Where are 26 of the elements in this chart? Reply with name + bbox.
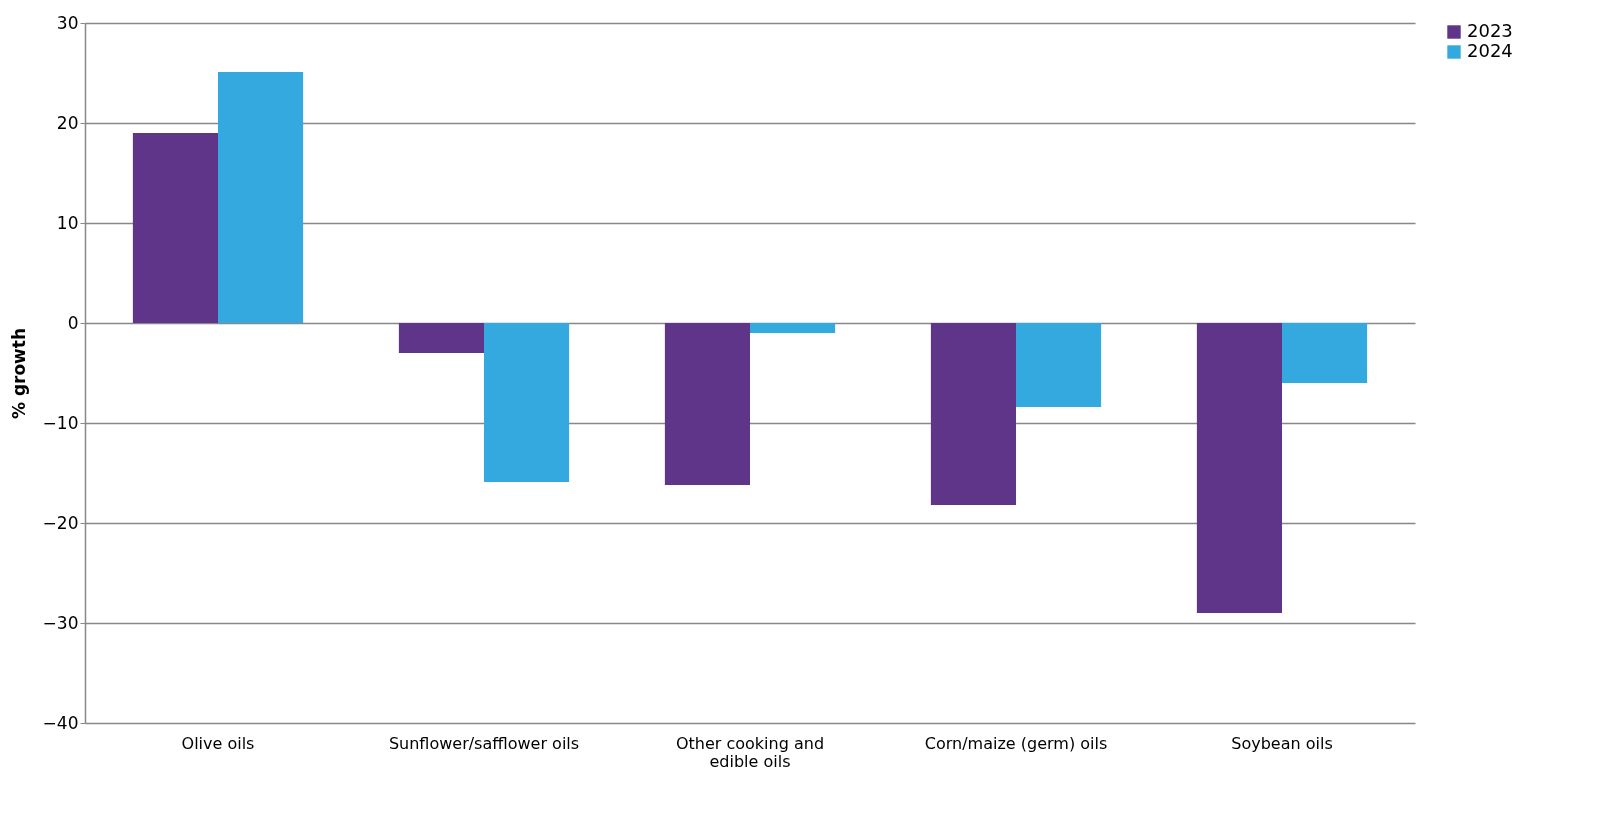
bar: [132, 133, 218, 323]
y-tick-label: 30: [56, 12, 79, 33]
x-tick-label: Olive oils: [181, 733, 255, 753]
legend-label: 2023: [1467, 20, 1513, 41]
bar: [664, 323, 750, 485]
y-tick-label: 20: [56, 112, 79, 133]
bar: [484, 323, 570, 482]
y-axis-title: % growth: [8, 327, 29, 420]
bar: [218, 72, 304, 323]
x-tick-label: Soybean oils: [1231, 733, 1333, 753]
y-tick-label: −20: [42, 512, 79, 533]
y-tick-label: −30: [42, 612, 79, 633]
bar: [398, 323, 484, 353]
y-tick-label: −10: [42, 412, 79, 433]
bar: [1282, 323, 1368, 383]
bar: [930, 323, 1016, 505]
bar: [750, 323, 836, 333]
x-tick-label: Corn/maize (germ) oils: [924, 733, 1108, 753]
x-tick-label: Other cooking and edible oils: [675, 733, 825, 771]
y-tick-label: 0: [67, 312, 79, 333]
y-tick-label: −40: [42, 712, 79, 733]
y-tick-label: 10: [56, 212, 79, 233]
x-tick-label: Sunflower/safflower oils: [388, 733, 580, 753]
bar: [1016, 323, 1102, 407]
legend-label: 2024: [1467, 40, 1513, 61]
bar: [1196, 323, 1282, 613]
